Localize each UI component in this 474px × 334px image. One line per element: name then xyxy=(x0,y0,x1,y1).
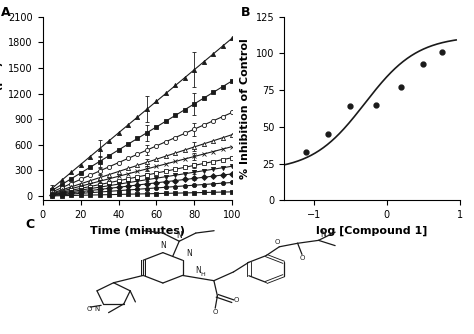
Text: O: O xyxy=(87,306,92,312)
X-axis label: Time (minutes): Time (minutes) xyxy=(90,226,185,236)
Text: N: N xyxy=(195,266,201,275)
Text: O: O xyxy=(212,309,218,315)
Text: N: N xyxy=(160,241,166,250)
Text: B: B xyxy=(240,6,250,19)
Text: H: H xyxy=(201,272,206,277)
Text: O: O xyxy=(234,297,239,303)
Text: N: N xyxy=(186,249,192,259)
Text: N: N xyxy=(95,306,100,312)
X-axis label: log [Compound 1]: log [Compound 1] xyxy=(317,226,428,236)
Text: O: O xyxy=(275,239,280,245)
Text: O: O xyxy=(299,255,305,261)
Text: A: A xyxy=(1,6,10,19)
Text: N: N xyxy=(176,231,182,240)
Text: N: N xyxy=(320,229,326,238)
Text: C: C xyxy=(26,218,35,231)
Y-axis label: % Inhibition of Control: % Inhibition of Control xyxy=(240,38,250,179)
Y-axis label: PWV shift (pm): PWV shift (pm) xyxy=(0,61,3,156)
